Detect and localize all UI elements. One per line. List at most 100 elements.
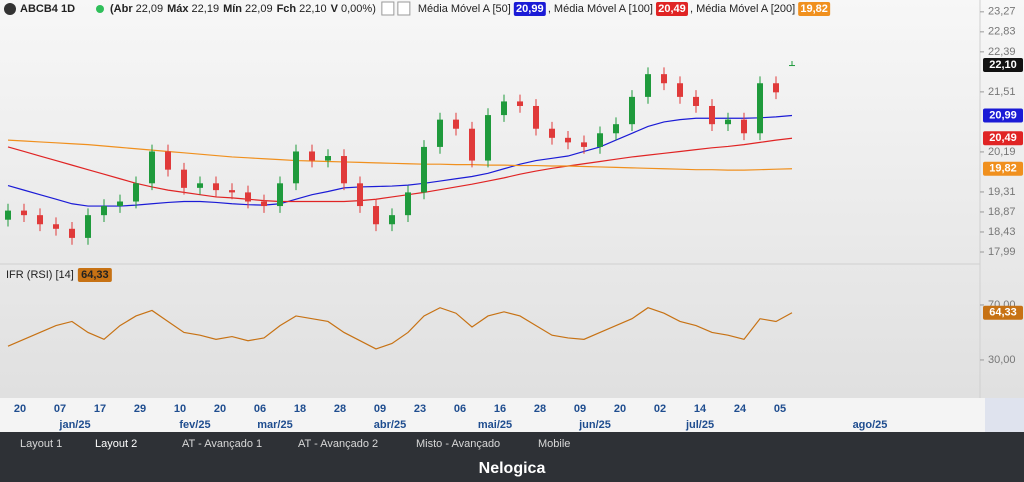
- x-tick-label: 20: [214, 403, 226, 415]
- x-tick-label: 05: [774, 403, 786, 415]
- candle-body: [453, 119, 459, 129]
- x-tick-label: 16: [494, 403, 506, 415]
- y-tick-label: 30,00: [988, 354, 1016, 366]
- y-tick-label: 20,19: [988, 146, 1016, 158]
- candle-body: [149, 151, 155, 184]
- candle-body: [533, 105, 539, 129]
- date-axis: [0, 398, 1024, 432]
- candle-body: [373, 206, 379, 225]
- x-tick-label: 02: [654, 403, 666, 415]
- candle-body: [581, 142, 587, 147]
- candle-body: [341, 156, 347, 184]
- candle-body: [661, 74, 667, 84]
- toolbar-button[interactable]: [381, 1, 395, 16]
- y-tick-label: 22,83: [988, 26, 1016, 38]
- price-badge: [983, 161, 1023, 176]
- quote-label: Fch: [277, 3, 297, 15]
- quote-value: 22,10: [299, 3, 327, 15]
- candle-body: [309, 151, 315, 161]
- candle-body: [405, 192, 411, 216]
- x-month-label: abr/25: [374, 419, 406, 431]
- tab[interactable]: Layout 1: [20, 438, 63, 450]
- background: [0, 0, 1024, 398]
- rsi-line: [7, 307, 793, 350]
- price-badge-label: 20,49: [989, 132, 1017, 144]
- x-tick-label: 14: [694, 403, 707, 415]
- x-tick-label: 28: [534, 403, 546, 415]
- price-badge: [983, 108, 1023, 123]
- y-tick-label: 18,43: [988, 226, 1016, 238]
- symbol: ABCB4 1D: [20, 3, 75, 15]
- candle-body: [293, 151, 299, 184]
- x-month-label: fev/25: [179, 419, 210, 431]
- indicator-badge: [655, 2, 688, 16]
- x-month-label: jul/25: [685, 419, 714, 431]
- x-tick-label: 24: [734, 403, 747, 415]
- candle-body: [277, 183, 283, 207]
- x-tick-label: 23: [414, 403, 426, 415]
- quote-label: V: [331, 3, 339, 15]
- price-badge: [983, 305, 1023, 320]
- quote-value: 0,00%): [341, 3, 376, 15]
- price-badge-label: 22,10: [989, 59, 1017, 71]
- x-tick-label: 06: [454, 403, 466, 415]
- x-tick-label: 06: [254, 403, 266, 415]
- x-tick-label: 28: [334, 403, 346, 415]
- tab[interactable]: Mobile: [538, 438, 571, 450]
- x-month-label: ago/25: [853, 419, 888, 431]
- x-tick-label: 10: [174, 403, 186, 415]
- candle-body: [773, 83, 779, 93]
- candle-body: [469, 128, 475, 161]
- price-badge-label: 64,33: [989, 307, 1017, 319]
- candle-body: [693, 96, 699, 106]
- candle-body: [565, 137, 571, 143]
- tab[interactable]: Misto - Avançado: [416, 438, 501, 450]
- corner: [985, 398, 1024, 432]
- candle-body: [421, 146, 427, 193]
- y-tick-label: 19,31: [988, 186, 1016, 198]
- x-month-label: mai/25: [478, 419, 512, 431]
- candle-body: [389, 215, 395, 225]
- candle-body: [117, 201, 123, 207]
- indicator-value: 19,82: [800, 3, 828, 15]
- symbol-icon: [4, 3, 16, 15]
- candle-body: [213, 183, 219, 191]
- candle-body: [5, 210, 11, 220]
- indicator-value: 20,49: [658, 3, 686, 15]
- y-tick-label: 17,99: [988, 246, 1016, 258]
- candle-body: [485, 115, 491, 161]
- candle-body: [53, 224, 59, 229]
- footer: Nelogica: [0, 456, 1024, 482]
- x-tick-label: 09: [574, 403, 586, 415]
- quote-value: 22,09: [245, 3, 273, 15]
- candle-body: [549, 128, 555, 138]
- candle-body: [85, 215, 91, 238]
- indicator-value: 20,99: [516, 3, 544, 15]
- tab[interactable]: AT - Avançado 2: [298, 438, 379, 450]
- candle-body: [229, 190, 235, 193]
- candle-body: [181, 169, 187, 188]
- candle-body: [501, 101, 507, 116]
- candle-body: [677, 83, 683, 97]
- candle-body: [357, 183, 363, 207]
- quote-value: 22,09: [136, 3, 164, 15]
- x-month-label: mar/25: [257, 419, 292, 431]
- price-badge: [983, 131, 1023, 146]
- candle-body: [325, 156, 331, 161]
- indicator-badge: [513, 2, 546, 16]
- y-tick-label: 22,39: [988, 46, 1016, 58]
- x-tick-label: 29: [134, 403, 146, 415]
- x-tick-label: 20: [14, 403, 26, 415]
- x-tick-label: 18: [294, 403, 306, 415]
- candle-body: [101, 206, 107, 216]
- candle-body: [437, 119, 443, 147]
- tab[interactable]: AT - Avançado 1: [182, 438, 263, 450]
- tab[interactable]: Layout 2: [95, 438, 138, 450]
- indicator-label: Média Móvel A [50]: [418, 3, 511, 15]
- toolbar-button[interactable]: [397, 1, 411, 16]
- x-month-label: jan/25: [58, 419, 90, 431]
- y-tick-label: 23,27: [988, 6, 1016, 18]
- price-badge: [983, 58, 1023, 73]
- y-tick-label: 18,87: [988, 206, 1016, 218]
